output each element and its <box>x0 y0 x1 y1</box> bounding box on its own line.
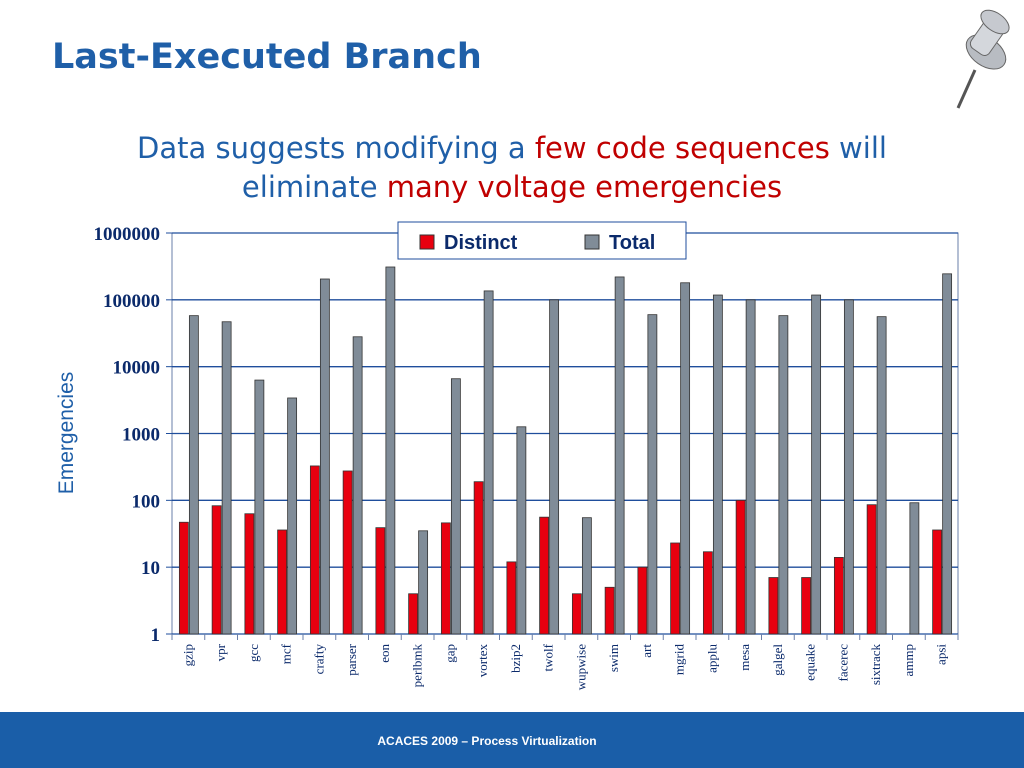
bar <box>670 542 681 635</box>
x-tick-label: apsi <box>934 644 949 665</box>
x-tick-label: vortex <box>475 644 490 678</box>
legend: Distinct Total <box>397 221 687 260</box>
bar <box>768 577 779 635</box>
subtitle-line: eliminate many voltage emergencies <box>242 170 782 204</box>
x-tick-label: applu <box>704 644 719 673</box>
x-tick-label: art <box>639 644 654 658</box>
bar <box>811 294 822 635</box>
x-tick-label: ammp <box>901 644 916 677</box>
bar <box>909 502 920 635</box>
footer-text: ACACES 2009 – Process Virtualization <box>377 734 596 748</box>
bar <box>571 593 582 635</box>
bar <box>450 378 461 635</box>
bar <box>942 273 953 635</box>
x-tick-label: mgrid <box>672 644 687 676</box>
x-tick-label: equake <box>803 644 818 681</box>
bar <box>483 290 494 635</box>
x-tick-label: twolf <box>541 643 556 671</box>
y-tick-label: 1000000 <box>94 224 161 245</box>
subtitle-segment: few code sequences <box>535 131 830 165</box>
bar <box>833 557 844 635</box>
x-tick-label: gap <box>442 644 457 663</box>
bar <box>408 593 419 635</box>
y-tick-label: 10 <box>141 558 160 579</box>
bar <box>506 561 517 635</box>
bar <box>440 522 451 635</box>
legend-label: Distinct <box>444 232 518 254</box>
bar <box>352 336 363 635</box>
x-tick-label: mcf <box>279 643 294 664</box>
x-tick-label: crafty <box>311 644 326 675</box>
x-tick-label: perlbmk <box>410 644 425 688</box>
y-tick-label: 100 <box>132 491 161 512</box>
bar <box>188 315 199 635</box>
bar <box>221 321 232 635</box>
bar <box>604 586 615 635</box>
bar <box>385 266 396 635</box>
bar <box>680 282 691 635</box>
y-tick-label: 100000 <box>103 291 160 312</box>
bar <box>287 397 298 635</box>
x-tick-label: wupwise <box>573 644 588 690</box>
x-tick-label: galgel <box>770 644 785 676</box>
legend-label: Total <box>609 232 655 254</box>
bar <box>342 470 353 635</box>
x-tick-label: swim <box>606 644 621 672</box>
bar <box>745 299 756 635</box>
pushpin <box>956 9 1010 109</box>
subtitle-segment: Data suggests modifying a <box>137 131 535 165</box>
bar <box>614 276 625 635</box>
bar <box>637 566 648 635</box>
legend-box <box>397 221 687 260</box>
bar <box>211 505 222 635</box>
bar <box>375 527 386 635</box>
x-tick-label: facerec <box>835 644 850 682</box>
x-tick-label: mesa <box>737 644 752 671</box>
slide-title: Last-Executed Branch <box>52 37 482 77</box>
bar <box>254 379 265 635</box>
subtitle-segment: many voltage emergencies <box>387 170 782 204</box>
subtitle-segment: eliminate <box>242 170 387 204</box>
bar <box>647 314 658 635</box>
x-tick-label: sixtrack <box>868 644 883 686</box>
x-tick-label: eon <box>377 644 392 663</box>
bar <box>418 530 429 635</box>
y-axis-label: Emergencies <box>55 372 78 495</box>
bar <box>309 465 320 635</box>
y-tick-label: 1 <box>151 625 161 646</box>
bar <box>244 513 255 635</box>
bar <box>876 316 887 635</box>
x-tick-label: vpr <box>213 643 228 661</box>
bar <box>319 278 330 635</box>
bar <box>866 504 877 635</box>
subtitle-segment: will <box>830 131 887 165</box>
bar <box>473 481 484 635</box>
x-tick-label: gcc <box>246 644 261 662</box>
bar <box>539 516 550 635</box>
bar <box>843 299 854 635</box>
bar <box>735 499 746 635</box>
bar <box>932 529 943 635</box>
bar <box>178 521 189 635</box>
bar <box>581 517 592 635</box>
footer-band <box>0 712 1024 768</box>
bar <box>702 551 713 635</box>
x-tick-label: parser <box>344 643 359 675</box>
x-tick-label: gzip <box>180 644 195 666</box>
x-tick-label: bzip2 <box>508 644 523 673</box>
bar <box>277 529 288 635</box>
y-tick-label: 1000 <box>122 425 160 446</box>
bar <box>549 299 560 635</box>
legend-swatch <box>584 234 600 250</box>
bar <box>778 315 789 635</box>
legend-swatch <box>419 234 435 250</box>
bar <box>712 294 723 635</box>
bar <box>516 426 527 635</box>
y-tick-label: 10000 <box>113 358 161 379</box>
bar <box>801 577 812 635</box>
subtitle-line: Data suggests modifying a few code seque… <box>137 131 887 165</box>
